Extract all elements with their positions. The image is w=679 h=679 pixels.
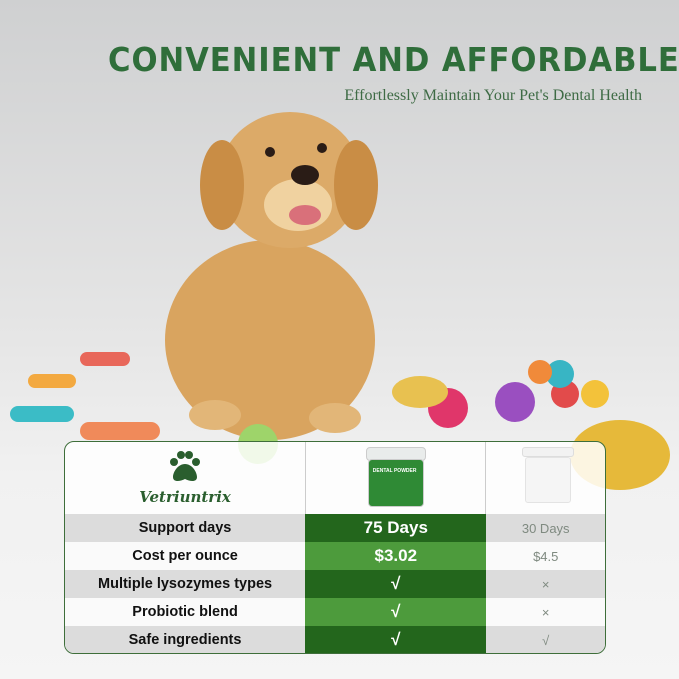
dog-paw	[189, 400, 241, 430]
table-row: Probiotic blend √ ×	[65, 598, 605, 626]
dog-eye	[317, 143, 327, 153]
generic-jar-image	[514, 447, 578, 509]
check-icon: √	[305, 570, 487, 598]
feature-label: Probiotic blend	[65, 598, 306, 626]
table-header: Vetriuntrix DENTAL POWDER	[65, 442, 605, 514]
table-row: Safe ingredients √ √	[65, 626, 605, 653]
toy-bone	[10, 406, 74, 422]
brand-cell: Vetriuntrix	[65, 442, 305, 514]
feature-label: Cost per ounce	[65, 542, 306, 570]
table-row: Cost per ounce $3.02 $4.5	[65, 542, 605, 570]
toy-ball	[495, 382, 535, 422]
our-value: 75 Days	[305, 514, 487, 542]
check-icon: √	[305, 598, 487, 626]
jar-label: DENTAL POWDER	[372, 468, 417, 474]
product-jar-image: DENTAL POWDER	[364, 447, 428, 509]
dog-ear-left	[200, 140, 244, 230]
subheadline: Effortlessly Maintain Your Pet's Dental …	[344, 87, 642, 104]
dog-ear-right	[334, 140, 378, 230]
comparison-table: Vetriuntrix DENTAL POWDER Support days 75…	[64, 441, 606, 654]
cross-icon: ×	[486, 570, 605, 598]
check-icon: √	[305, 626, 487, 653]
cross-icon: ×	[486, 598, 605, 626]
toy-bone	[28, 374, 76, 388]
headline: CONVENIENT AND AFFORDABLE	[108, 40, 679, 79]
table-row: Support days 75 Days 30 Days	[65, 514, 605, 542]
table-row: Multiple lysozymes types √ ×	[65, 570, 605, 598]
feature-label: Safe ingredients	[65, 626, 306, 653]
feature-label: Support days	[65, 514, 306, 542]
toy-duck	[392, 376, 448, 408]
dog-tongue	[289, 205, 321, 225]
other-value: $4.5	[486, 542, 605, 570]
toy-bone	[80, 352, 130, 366]
dog-body	[165, 240, 375, 440]
brand-name: Vetriuntrix	[139, 488, 231, 506]
our-product-cell: DENTAL POWDER	[305, 442, 487, 514]
dog-eye	[265, 147, 275, 157]
other-value: 30 Days	[486, 514, 605, 542]
check-icon: √	[486, 626, 605, 653]
toy-ball	[528, 360, 552, 384]
our-value: $3.02	[305, 542, 487, 570]
paw-icon	[170, 451, 201, 482]
feature-label: Multiple lysozymes types	[65, 570, 306, 598]
dog-with-toys-photo	[10, 112, 670, 490]
dog-nose	[291, 165, 319, 185]
other-product-cell	[486, 442, 605, 514]
dog-paw	[309, 403, 361, 433]
toy-ball	[581, 380, 609, 408]
toy-bone	[80, 422, 160, 440]
toy-ball	[546, 360, 574, 388]
